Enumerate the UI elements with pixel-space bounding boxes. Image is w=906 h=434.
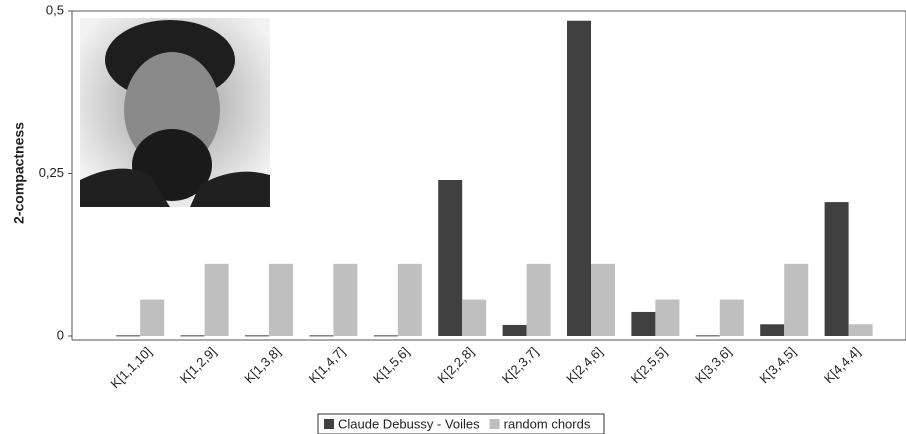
y-tick-label: 0,25 — [39, 165, 64, 180]
bar — [309, 335, 334, 337]
bar — [462, 299, 487, 336]
bar — [269, 263, 293, 336]
bar — [848, 324, 873, 336]
bar — [140, 299, 165, 336]
bar — [655, 299, 680, 336]
bar — [760, 324, 785, 336]
bar — [591, 263, 615, 336]
bar — [116, 335, 141, 337]
x-tick-label: K[2,3,7] — [499, 344, 541, 386]
bar — [397, 263, 422, 336]
y-tick-label: 0,5 — [46, 2, 64, 17]
bar — [245, 335, 269, 337]
bar — [180, 335, 205, 337]
y-tick-label: 0 — [57, 327, 64, 342]
bar — [502, 324, 527, 336]
legend: Claude Debussy - Voiles random chords — [317, 413, 605, 434]
bar — [784, 263, 809, 336]
x-tick-label: K[2,2,8] — [434, 344, 476, 386]
bar — [631, 311, 656, 336]
legend-swatch — [324, 419, 334, 429]
bar — [526, 263, 551, 336]
bar — [695, 335, 720, 337]
bar — [438, 180, 463, 336]
bar — [333, 263, 358, 336]
x-tick-label: K[2,5,5] — [628, 344, 670, 386]
x-tick-label: K[3,4,5] — [756, 344, 798, 386]
bar — [204, 263, 229, 336]
y-axis-label: 2-compactness — [11, 122, 27, 224]
x-tick-label: K[1,2,9] — [177, 344, 219, 386]
bar — [824, 202, 849, 336]
legend-label: random chords — [504, 416, 591, 431]
bar — [567, 20, 591, 336]
x-tick-label: K[1,1,10] — [107, 344, 154, 391]
x-tick-label: K[1,5,6] — [370, 344, 412, 386]
portrait-image — [80, 18, 270, 207]
bar — [719, 299, 744, 336]
x-tick-label: K[1,3,8] — [241, 344, 283, 386]
legend-box — [317, 413, 605, 434]
legend-swatch — [489, 419, 500, 429]
x-tick-label: K[1,4,7] — [306, 344, 348, 386]
x-tick-label: K[2,4,6] — [563, 344, 605, 386]
x-tick-label: K[3,3,6] — [692, 344, 734, 386]
legend-label: Claude Debussy - Voiles — [338, 416, 480, 431]
bar — [373, 335, 398, 337]
x-tick-label: K[4,4,4] — [821, 344, 863, 386]
